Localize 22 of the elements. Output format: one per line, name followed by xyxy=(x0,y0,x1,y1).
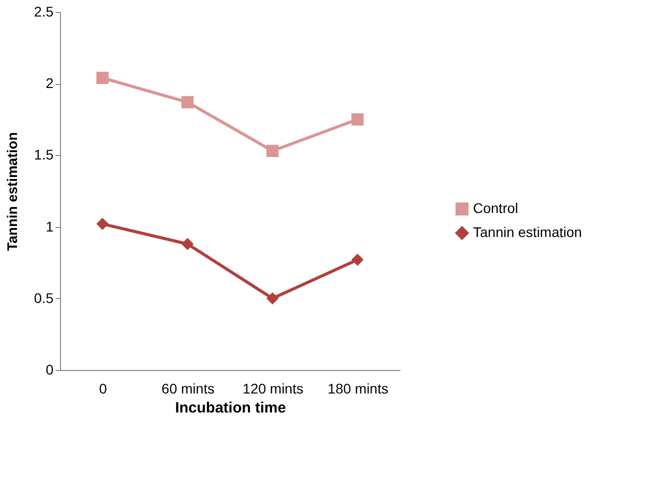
point xyxy=(351,254,364,266)
point xyxy=(266,292,279,305)
y-tick-label: 2 xyxy=(46,75,54,92)
y-tick-label: 1 xyxy=(46,218,54,234)
y-tick-label: 0.5 xyxy=(34,290,54,306)
y-tick-label: 0 xyxy=(46,362,54,378)
x-tick-label: 120 mints xyxy=(242,380,304,396)
y-axis-title: Tannin estimation xyxy=(4,132,20,251)
point xyxy=(181,238,194,250)
legend-label: Control xyxy=(473,200,518,216)
x-axis-title: Incubation time xyxy=(175,400,286,416)
x-tick-label: 60 mints xyxy=(162,380,214,396)
legend-label: Tannin estimation xyxy=(473,224,582,240)
point xyxy=(266,144,279,158)
x-tick-label: 180 mints xyxy=(328,380,388,396)
point xyxy=(351,113,364,126)
y-tick-label: 2.5 xyxy=(34,4,54,20)
x-tick-label: 0 xyxy=(99,380,108,396)
point xyxy=(96,72,109,84)
point xyxy=(181,96,194,108)
point xyxy=(96,218,109,230)
y-tick-label: 1.5 xyxy=(34,146,54,163)
